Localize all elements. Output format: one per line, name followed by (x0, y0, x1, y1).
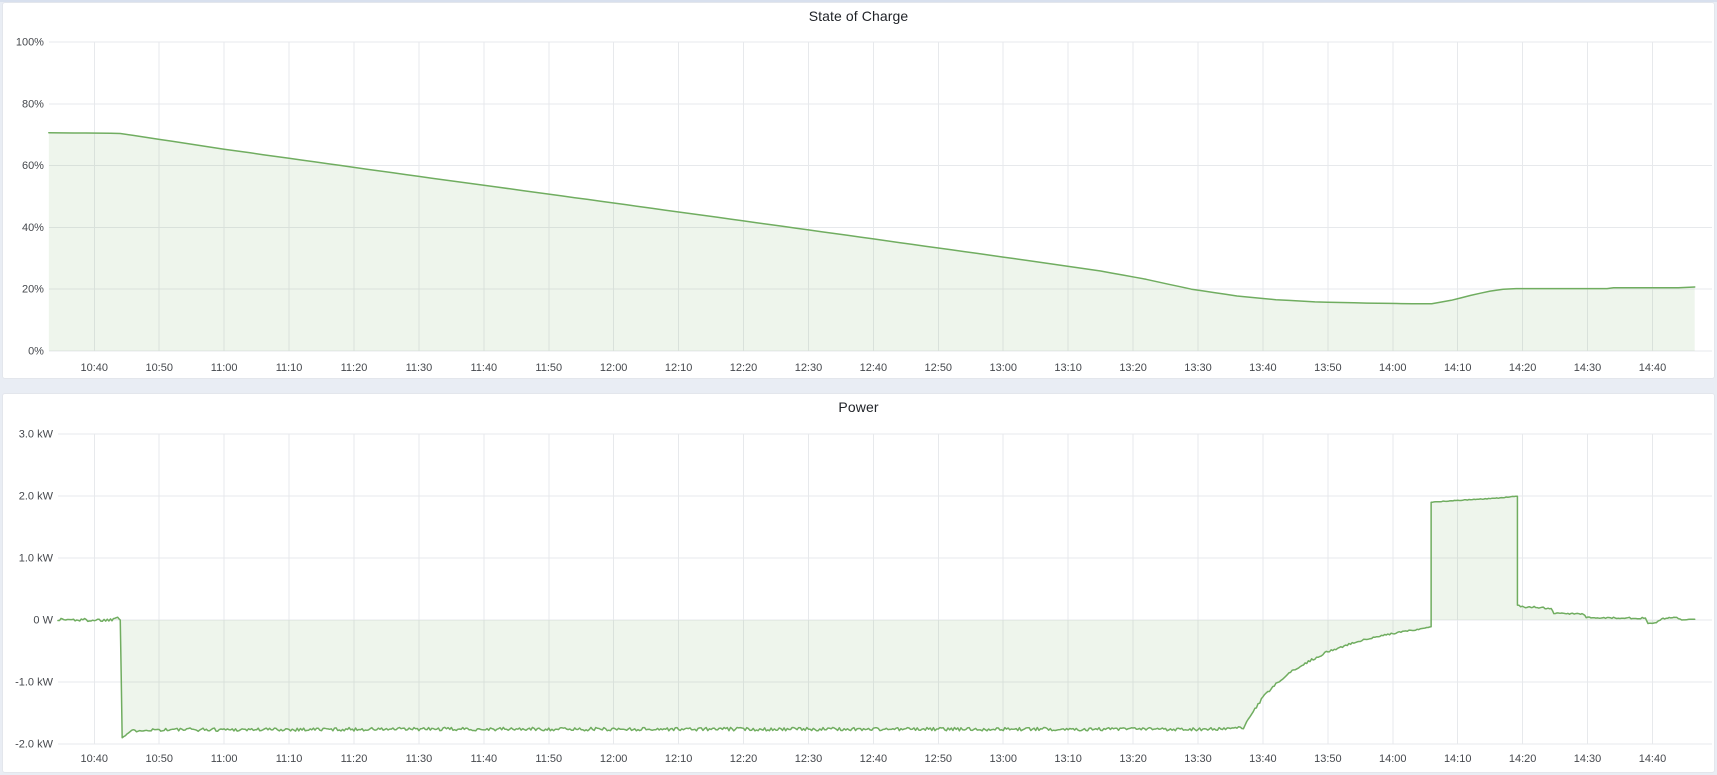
x-tick-label: 13:10 (1054, 362, 1081, 374)
state-of-charge-gridlines (48, 41, 1713, 352)
x-tick-label: 13:20 (1119, 362, 1146, 374)
state-of-charge-x-axis-labels: 10:40 10:50 11:00 11:10 11:20 11:30 11:40 11:50… (81, 362, 1667, 374)
x-tick-label: 12:50 (925, 753, 952, 765)
x-tick-label: 14:20 (1509, 362, 1536, 374)
power-chart-plot[interactable]: 3.0 kW 2.0 kW 1.0 kW 0 W -1.0 kW -2.0 kW 10:40… (3, 394, 1714, 772)
y-tick-label: 40% (22, 222, 44, 234)
x-tick-label: 11:40 (471, 753, 498, 765)
x-tick-label: 11:10 (276, 362, 303, 374)
x-tick-label: 13:50 (1314, 362, 1341, 374)
y-tick-label: 100% (16, 36, 44, 48)
x-tick-label: 14:00 (1379, 753, 1406, 765)
soc-panel: State of Charge 100% 80% 60% 40% 20% 0% 10:40 1… (2, 2, 1715, 379)
x-tick-label: 14:30 (1574, 753, 1601, 765)
x-tick-label: 11:20 (341, 753, 368, 765)
x-tick-label: 11:10 (276, 753, 303, 765)
x-tick-label: 11:30 (406, 362, 433, 374)
soc-chart-plot[interactable]: 100% 80% 60% 40% 20% 0% 10:40 10:50 11:00 11:10 11… (3, 3, 1714, 378)
x-tick-label: 14:10 (1444, 362, 1471, 374)
x-tick-label: 13:40 (1249, 362, 1276, 374)
x-tick-label: 14:20 (1509, 753, 1536, 765)
x-tick-label: 12:10 (665, 753, 692, 765)
x-tick-label: 10:50 (145, 753, 172, 765)
y-tick-label: -1.0 kW (15, 676, 53, 688)
top-edge-strip (0, 0, 1717, 2)
x-tick-label: 12:00 (600, 753, 627, 765)
y-tick-label: 2.0 kW (19, 490, 54, 502)
x-tick-label: 12:20 (730, 362, 757, 374)
x-tick-label: 14:00 (1379, 362, 1406, 374)
x-tick-label: 13:30 (1184, 362, 1211, 374)
power-line (57, 495, 1696, 739)
x-tick-label: 13:40 (1249, 753, 1276, 765)
x-tick-label: 10:50 (145, 362, 172, 374)
x-tick-label: 10:40 (81, 362, 108, 374)
state-of-charge-series (48, 132, 1696, 351)
x-tick-label: 12:40 (860, 362, 887, 374)
x-tick-label: 13:50 (1314, 753, 1341, 765)
x-tick-label: 11:20 (341, 362, 368, 374)
x-tick-label: 14:40 (1639, 753, 1666, 765)
y-tick-label: 0% (28, 345, 44, 357)
x-tick-label: 13:00 (989, 362, 1016, 374)
x-tick-label: 14:10 (1444, 753, 1471, 765)
x-tick-label: 13:10 (1054, 753, 1081, 765)
x-tick-label: 12:10 (665, 362, 692, 374)
x-tick-label: 12:30 (795, 362, 822, 374)
x-tick-label: 11:00 (211, 753, 238, 765)
x-tick-label: 11:50 (535, 753, 562, 765)
y-tick-label: 1.0 kW (19, 552, 54, 564)
x-tick-label: 13:00 (989, 753, 1016, 765)
x-tick-label: 12:30 (795, 753, 822, 765)
x-tick-label: 14:30 (1574, 362, 1601, 374)
state-of-charge-area-fill (48, 132, 1695, 351)
y-tick-label: -2.0 kW (15, 738, 53, 750)
x-tick-label: 10:40 (81, 753, 108, 765)
x-tick-label: 11:00 (211, 362, 238, 374)
power-x-axis-labels: 10:40 10:50 11:00 11:10 11:20 11:30 11:40 11:50… (81, 753, 1667, 765)
x-tick-label: 12:40 (860, 753, 887, 765)
power-series (57, 495, 1696, 739)
state-of-charge-line (48, 132, 1696, 305)
y-tick-label: 80% (22, 98, 44, 110)
x-tick-label: 14:40 (1639, 362, 1666, 374)
power-panel: Power 3.0 kW 2.0 kW 1.0 kW 0 W -1.0 kW -2.0 k… (2, 393, 1715, 773)
x-tick-label: 13:20 (1119, 753, 1146, 765)
power-y-axis-labels: 3.0 kW 2.0 kW 1.0 kW 0 W -1.0 kW -2.0 kW (15, 428, 53, 750)
y-tick-label: 3.0 kW (19, 428, 54, 440)
x-tick-label: 12:50 (925, 362, 952, 374)
power-gridlines (57, 433, 1713, 745)
x-tick-label: 11:50 (535, 362, 562, 374)
x-tick-label: 12:00 (600, 362, 627, 374)
x-tick-label: 11:30 (406, 753, 433, 765)
state-of-charge-y-axis-labels: 100% 80% 60% 40% 20% 0% (16, 36, 44, 357)
y-tick-label: 60% (22, 160, 44, 172)
y-tick-label: 20% (22, 284, 44, 296)
y-tick-label: 0 W (33, 614, 53, 626)
x-tick-label: 12:20 (730, 753, 757, 765)
power-area-fill (57, 496, 1695, 738)
x-tick-label: 11:40 (471, 362, 498, 374)
x-tick-label: 13:30 (1184, 753, 1211, 765)
